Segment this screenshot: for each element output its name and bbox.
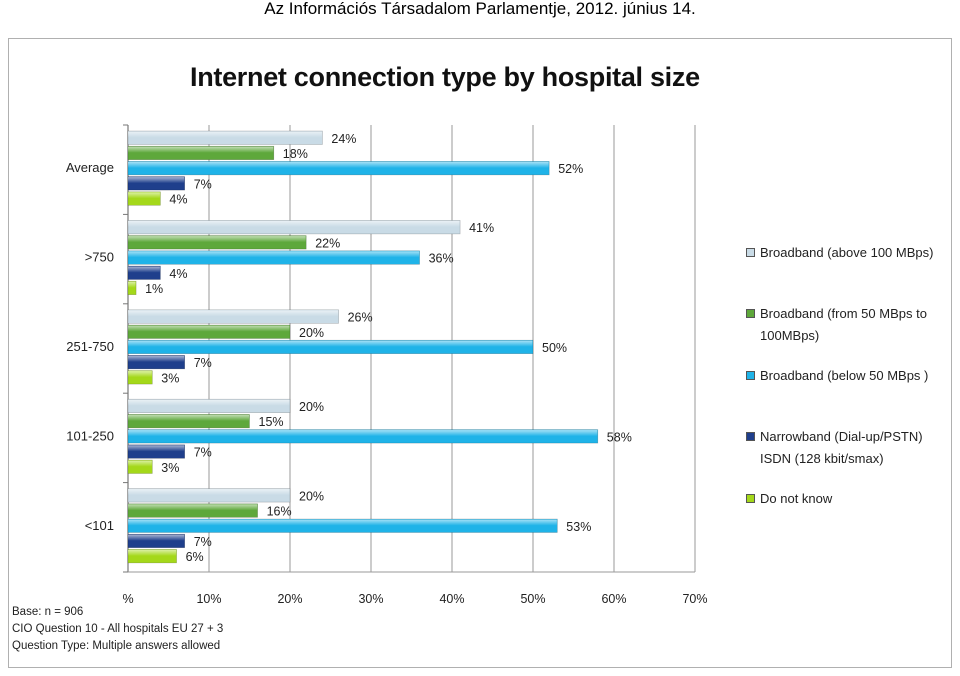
data-label: 3% [161,371,179,385]
legend-swatch-above100 [746,248,755,257]
legend-label: Do not know [760,491,833,506]
x-tick-label: 10% [196,592,221,606]
legend-swatch-donotknow [746,494,755,503]
bar-highlight [128,534,185,541]
data-label: 20% [299,326,324,340]
x-tick-label: 60% [601,592,626,606]
data-label: 24% [331,132,356,146]
data-label: 26% [348,311,373,325]
data-label: 22% [315,236,340,250]
legend-label: Broadband (from 50 MBps to 100MBps) [760,306,927,343]
x-tick-label: 20% [277,592,302,606]
bar-highlight [128,192,160,199]
bar-highlight [128,489,290,496]
bar-highlight [128,281,136,288]
category-label: >750 [85,250,114,265]
data-label: 7% [194,356,212,370]
bar-highlight [128,220,460,227]
bar-highlight [128,414,249,421]
note-base: Base: n = 906 [12,606,84,618]
x-tick-label: 50% [520,592,545,606]
legend-label: Broadband (above 100 MBps) [760,245,934,260]
data-label: 3% [161,461,179,475]
legend-label: Broadband (below 50 MBps ) [760,368,929,383]
x-tick-label: 30% [358,592,383,606]
category-label: <101 [85,518,114,533]
data-label: 36% [429,252,454,266]
data-label: 52% [558,162,583,176]
page-header: Az Információs Társadalom Parlamentje, 2… [264,0,696,18]
data-label: 41% [469,221,494,235]
bar-highlight [128,445,185,452]
data-label: 7% [194,446,212,460]
bar-highlight [128,177,185,184]
data-label: 4% [169,267,187,281]
note-question: CIO Question 10 - All hospitals EU 27 + … [12,623,224,635]
data-label: 50% [542,341,567,355]
data-label: 20% [299,400,324,414]
data-label: 7% [194,535,212,549]
bar-highlight [128,325,290,332]
data-label: 1% [145,282,163,296]
legend-label: Narrowband (Dial-up/PSTN) ISDN (128 kbit… [760,429,923,466]
bar-highlight [128,340,533,347]
bar-highlight [128,251,420,258]
bar-highlight [128,236,306,243]
category-label: Average [66,160,114,175]
bar-highlight [128,549,177,556]
bar-highlight [128,519,557,526]
bar-highlight [128,504,258,511]
bar-highlight [128,399,290,406]
bar-highlight [128,146,274,153]
chart-title: Internet connection type by hospital siz… [190,62,700,92]
bar-highlight [128,430,598,437]
data-label: 16% [267,505,292,519]
data-label: 4% [169,193,187,207]
bar-highlight [128,161,549,168]
x-tick-label: 70% [682,592,707,606]
data-label: 6% [186,550,204,564]
bar-highlight [128,131,322,138]
data-label: 18% [283,147,308,161]
bar-highlight [128,266,160,273]
bar-highlight [128,355,185,362]
bar-highlight [128,310,339,317]
bar-highlight [128,460,152,467]
data-label: 20% [299,489,324,503]
legend-swatch-below50 [746,371,755,380]
legend-swatch-from50to100 [746,309,755,318]
bar [127,280,137,296]
footnotes: Base: n = 906 CIO Question 10 - All hosp… [12,604,312,655]
category-label: 101-250 [66,428,114,443]
data-label: 53% [566,520,591,534]
data-label: 15% [259,415,284,429]
legend-swatch-narrowband [746,432,755,441]
data-label: 58% [607,430,632,444]
note-question-type: Question Type: Multiple answers allowed [12,640,221,652]
x-tick-label: % [122,592,133,606]
data-label: 7% [194,177,212,191]
category-label: 251-750 [66,339,114,354]
bar-highlight [128,371,152,378]
x-tick-label: 40% [439,592,464,606]
